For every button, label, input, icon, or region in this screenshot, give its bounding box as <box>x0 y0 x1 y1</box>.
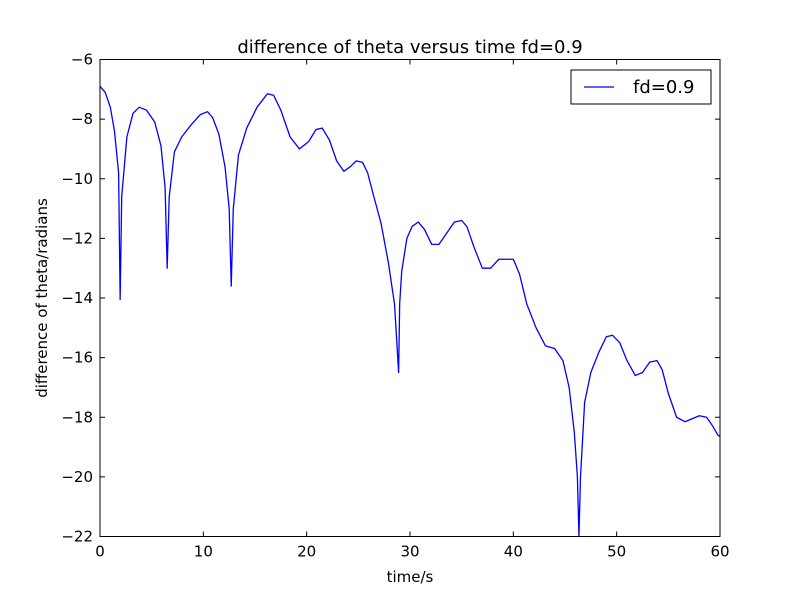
x-axis-title: time/s <box>387 568 434 586</box>
y-axis-title: difference of theta/radians <box>33 198 51 398</box>
y-tick-label: −16 <box>61 349 93 367</box>
legend-label-fd: fd=0.9 <box>633 77 694 98</box>
y-tick-label: −6 <box>71 51 93 69</box>
x-tick-label: 0 <box>95 543 105 561</box>
y-tick-label: −22 <box>61 528 93 546</box>
x-tick-label: 50 <box>607 543 626 561</box>
x-axis: 0 10 20 30 40 50 60 <box>95 59 730 561</box>
x-tick-label: 60 <box>710 543 729 561</box>
y-tick-label: −8 <box>71 110 93 128</box>
x-tick-label: 40 <box>504 543 523 561</box>
legend: fd=0.9 <box>570 69 712 105</box>
y-tick-label: −14 <box>61 289 93 307</box>
x-tick-label: 10 <box>194 543 213 561</box>
y-tick-label: −10 <box>61 170 93 188</box>
y-tick-label: −12 <box>61 229 93 247</box>
y-tick-label: −20 <box>61 468 93 486</box>
plot-frame <box>99 59 721 537</box>
series-line-0 <box>100 85 720 537</box>
y-tick-label: −18 <box>61 408 93 426</box>
x-tick-label: 30 <box>400 543 419 561</box>
plot-area <box>100 85 720 537</box>
chart-title: difference of theta versus time fd=0.9 <box>237 37 582 58</box>
x-tick-label: 20 <box>297 543 316 561</box>
y-axis: −22 −20 −18 −16 −14 −12 −10 −8 −6 <box>61 51 720 546</box>
